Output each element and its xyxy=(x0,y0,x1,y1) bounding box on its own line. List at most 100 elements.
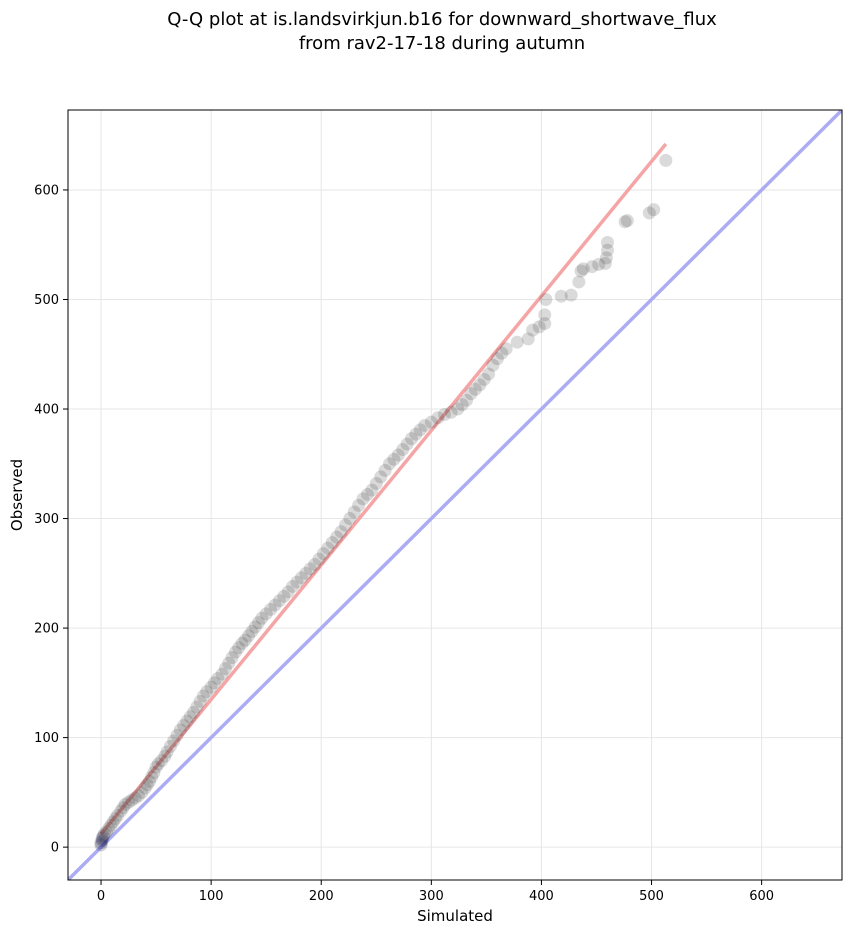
scatter-point xyxy=(424,415,438,429)
scatter-point xyxy=(222,656,236,670)
scatter-point xyxy=(599,251,613,265)
y-tick-label: 400 xyxy=(34,403,59,418)
scatter-point xyxy=(338,518,352,532)
x-tick-label: 600 xyxy=(749,889,774,904)
scatter-point xyxy=(128,791,142,805)
scatter-point xyxy=(600,236,614,250)
axis-ticks: 0 100 200 300 400 500 600 0 100 200 300 400 500 600 xyxy=(34,183,774,904)
scatter-point xyxy=(334,525,348,539)
scatter-point xyxy=(147,766,161,780)
scatter-points xyxy=(94,153,673,852)
scatter-point xyxy=(207,676,221,690)
scatter-point xyxy=(405,432,419,446)
y-axis-label: Observed xyxy=(8,459,26,531)
scatter-point xyxy=(532,320,546,334)
scatter-point xyxy=(264,602,278,616)
scatter-point xyxy=(196,689,210,703)
scatter-point xyxy=(106,815,120,829)
x-tick-label: 400 xyxy=(529,889,554,904)
x-tick-label: 300 xyxy=(419,889,444,904)
grid-lines xyxy=(68,110,842,880)
scatter-point xyxy=(618,215,632,229)
scatter-point xyxy=(173,723,187,737)
scatter-point xyxy=(538,308,552,322)
scatter-point xyxy=(598,256,612,270)
scatter-point xyxy=(352,498,366,512)
scatter-point xyxy=(151,757,165,771)
y-tick-label: 500 xyxy=(34,293,59,308)
fit-line xyxy=(99,142,668,836)
scatter-point xyxy=(167,734,181,748)
scatter-point xyxy=(180,714,194,728)
scatter-point xyxy=(495,346,509,360)
scatter-point xyxy=(387,452,401,466)
scatter-point xyxy=(200,685,214,699)
plot-frame xyxy=(67,109,843,881)
scatter-point xyxy=(396,443,410,457)
chart-title: Q-Q plot at is.landsvirkjun.b16 for down… xyxy=(0,8,851,56)
scatter-point xyxy=(409,427,423,441)
scatter-point xyxy=(108,812,122,826)
scatter-point xyxy=(95,834,109,848)
scatter-point xyxy=(183,710,197,724)
scatter-point xyxy=(95,831,109,845)
scatter-point xyxy=(187,705,201,719)
scatter-point xyxy=(316,547,330,561)
scatter-point xyxy=(444,405,458,419)
scatter-point xyxy=(122,795,136,809)
scatter-point xyxy=(163,739,177,753)
x-axis-label: Simulated xyxy=(417,907,493,925)
scatter-point xyxy=(620,214,634,228)
scatter-point xyxy=(303,562,317,576)
scatter-point xyxy=(111,808,125,822)
scatter-point xyxy=(94,838,108,852)
scatter-point xyxy=(356,492,370,506)
scatter-point xyxy=(592,257,606,271)
scatter-point xyxy=(204,680,218,694)
scatter-point xyxy=(382,457,396,471)
scatter-point xyxy=(526,323,540,337)
scatter-point xyxy=(659,153,673,167)
scatter-point xyxy=(325,536,339,550)
scatter-point xyxy=(574,264,588,278)
scatter-point xyxy=(104,818,118,832)
y-tick-label: 600 xyxy=(34,183,59,198)
scatter-point xyxy=(255,611,269,625)
scatter-point xyxy=(400,437,414,451)
scatter-point xyxy=(155,754,169,768)
scatter-point xyxy=(228,645,242,659)
scatter-point xyxy=(438,407,452,421)
scatter-point xyxy=(374,470,388,484)
scatter-point xyxy=(97,827,111,841)
scatter-point xyxy=(177,719,191,733)
scatter-point xyxy=(268,598,282,612)
scatter-point xyxy=(585,260,599,274)
scatter-point xyxy=(343,512,357,526)
scatter-point xyxy=(286,579,300,593)
scatter-point xyxy=(521,332,535,346)
scatter-point xyxy=(96,829,110,843)
scatter-point xyxy=(347,505,361,519)
scatter-point xyxy=(102,822,116,836)
scatter-point xyxy=(142,774,156,788)
scatter-point xyxy=(149,760,163,774)
scatter-point xyxy=(248,620,262,634)
scatter-point xyxy=(114,804,128,818)
y-tick-label: 200 xyxy=(34,622,59,637)
scatter-point xyxy=(464,387,478,401)
scatter-point xyxy=(225,651,239,665)
scatter-point xyxy=(242,629,256,643)
scatter-point xyxy=(238,633,252,647)
scatter-point xyxy=(391,448,405,462)
scatter-point xyxy=(193,694,207,708)
scatter-point xyxy=(290,575,304,589)
scatter-point xyxy=(482,367,496,381)
scatter-point xyxy=(600,243,614,257)
scatter-point xyxy=(116,801,130,815)
chart-title-line2: from rav2-17-18 during autumn xyxy=(298,33,586,54)
scatter-point xyxy=(94,836,108,850)
scatter-point xyxy=(281,585,295,599)
scatter-point xyxy=(131,789,145,803)
scatter-point xyxy=(145,770,159,784)
scatter-point xyxy=(294,571,308,585)
